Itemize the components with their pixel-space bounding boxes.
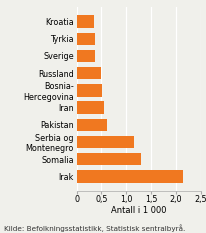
Bar [76,50,95,62]
Text: Kilde: Befolkningsstatistikk, Statistisk sentralbyrå.: Kilde: Befolkningsstatistikk, Statistisk… [4,224,185,232]
Bar [76,15,94,28]
Bar [76,101,103,114]
Bar [76,153,140,165]
X-axis label: Antall i 1 000: Antall i 1 000 [110,206,166,215]
Bar [76,67,101,79]
Bar [76,170,183,183]
Bar [76,33,95,45]
Bar [76,136,133,148]
Bar [76,119,107,131]
Bar [76,84,102,97]
